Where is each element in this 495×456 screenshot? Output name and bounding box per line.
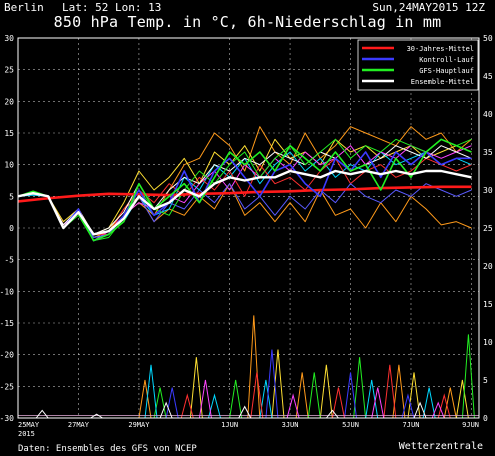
right-tick-label: 30 xyxy=(483,186,493,195)
precip-spike xyxy=(144,364,158,419)
right-tick-label: 45 xyxy=(483,72,493,81)
right-tick-label: 40 xyxy=(483,110,493,119)
precip-spike xyxy=(165,387,179,419)
left-tick-label: -5 xyxy=(4,256,14,265)
x-tick-label: 9JUN xyxy=(462,421,479,429)
legend-label: Kontroll-Lauf xyxy=(419,56,474,64)
x-tick-label: 5JUN xyxy=(342,421,359,429)
left-tick-label: 30 xyxy=(4,34,14,43)
left-tick-label: -20 xyxy=(0,351,14,360)
run-time-label: Sun,24MAY2015 12Z xyxy=(372,1,485,14)
precipitation-series xyxy=(18,315,479,419)
precip-spike xyxy=(401,393,415,419)
right-tick-label: 15 xyxy=(483,300,493,309)
temp-line xyxy=(17,138,472,242)
precip-spike xyxy=(247,315,261,419)
right-tick-label: 25 xyxy=(483,224,493,233)
left-tick-label: 0 xyxy=(9,224,14,233)
precip-spike xyxy=(443,387,457,419)
legend-label: Ensemble-Mittel xyxy=(411,78,474,86)
precip-spike xyxy=(307,372,321,419)
precip-spike xyxy=(159,401,173,419)
left-tick-label: -10 xyxy=(0,287,14,296)
precip-spike xyxy=(353,357,367,419)
precip-spike xyxy=(138,379,152,419)
precip-spike xyxy=(392,364,406,419)
precip-spike xyxy=(383,364,397,419)
precip-spike xyxy=(286,393,300,419)
right-tick-label: 0 xyxy=(483,414,488,423)
precip-spike xyxy=(407,372,421,419)
temp-line xyxy=(17,183,472,238)
legend-label: 30-Jahres-Mittel xyxy=(407,45,474,53)
left-tick-label: 20 xyxy=(4,97,14,106)
left-tick-label: 10 xyxy=(4,161,14,170)
left-tick-label: 25 xyxy=(4,66,14,75)
precip-spike xyxy=(455,379,469,419)
precip-spike xyxy=(331,387,345,419)
left-tick-label: 5 xyxy=(9,192,14,201)
precip-spike xyxy=(461,334,475,419)
precip-spike xyxy=(35,409,49,419)
right-tick-label: 10 xyxy=(483,338,493,347)
precip-spike xyxy=(90,413,103,419)
data-source-label: Daten: Ensembles des GFS von NCEP xyxy=(18,444,197,454)
left-axis-ticks: 30 25 20 15 10 5 0 -5 -10 -15 -20 -25 -30 xyxy=(0,34,14,423)
precip-spike xyxy=(413,401,427,419)
precip-spike xyxy=(365,379,379,419)
left-tick-label: 15 xyxy=(4,129,14,138)
precip-spike xyxy=(265,349,279,419)
precip-spike xyxy=(319,364,333,419)
chart-title: 850 hPa Temp. in °C, 6h-Niederschlag in … xyxy=(53,13,442,31)
temperature-series xyxy=(17,126,472,242)
brand-label: Wetterzentrale xyxy=(398,441,483,452)
temp-line xyxy=(17,185,472,203)
x-tick-label: 27MAY xyxy=(68,421,90,429)
x-tick-label: 1JUN xyxy=(221,421,238,429)
right-tick-label: 35 xyxy=(483,148,493,157)
left-tick-label: -25 xyxy=(0,382,14,391)
precip-spike xyxy=(344,372,358,419)
precip-spike xyxy=(431,401,445,419)
right-tick-label: 50 xyxy=(483,34,493,43)
precip-spike xyxy=(229,379,243,419)
location-label: Berlin xyxy=(4,1,44,14)
x-tick-label: 29MAY xyxy=(128,421,150,429)
precip-spike xyxy=(208,393,221,419)
precip-spike xyxy=(189,357,203,419)
coords-label: Lat: 52 Lon: 13 xyxy=(62,1,162,14)
legend-label: GFS-Hauptlauf xyxy=(419,67,474,75)
grid xyxy=(17,38,479,418)
right-tick-label: 5 xyxy=(483,376,488,385)
x-tick-label: 3JUN xyxy=(282,421,299,429)
left-tick-label: -15 xyxy=(0,319,14,328)
precip-spike xyxy=(271,349,285,419)
precip-spike xyxy=(250,372,264,419)
precip-spike xyxy=(153,387,167,419)
x-tick-label: 25MAY xyxy=(18,421,40,429)
temp-line xyxy=(17,169,472,236)
legend: 30-Jahres-Mittel Kontroll-Lauf GFS-Hauptla… xyxy=(357,39,479,91)
precip-spike xyxy=(198,379,212,419)
precip-spike xyxy=(259,379,273,419)
precip-spike xyxy=(371,387,385,419)
left-tick-label: -30 xyxy=(0,414,14,423)
right-tick-label: 20 xyxy=(483,262,493,271)
precip-spike xyxy=(238,405,252,419)
precip-spike xyxy=(295,372,309,419)
x-tick-sublabel: 2015 xyxy=(18,430,35,438)
x-tick-label: 7JUN xyxy=(403,421,420,429)
precip-spike xyxy=(180,393,194,419)
precip-spike xyxy=(422,387,436,419)
precip-spike xyxy=(437,393,451,419)
plot-frame xyxy=(17,37,480,419)
